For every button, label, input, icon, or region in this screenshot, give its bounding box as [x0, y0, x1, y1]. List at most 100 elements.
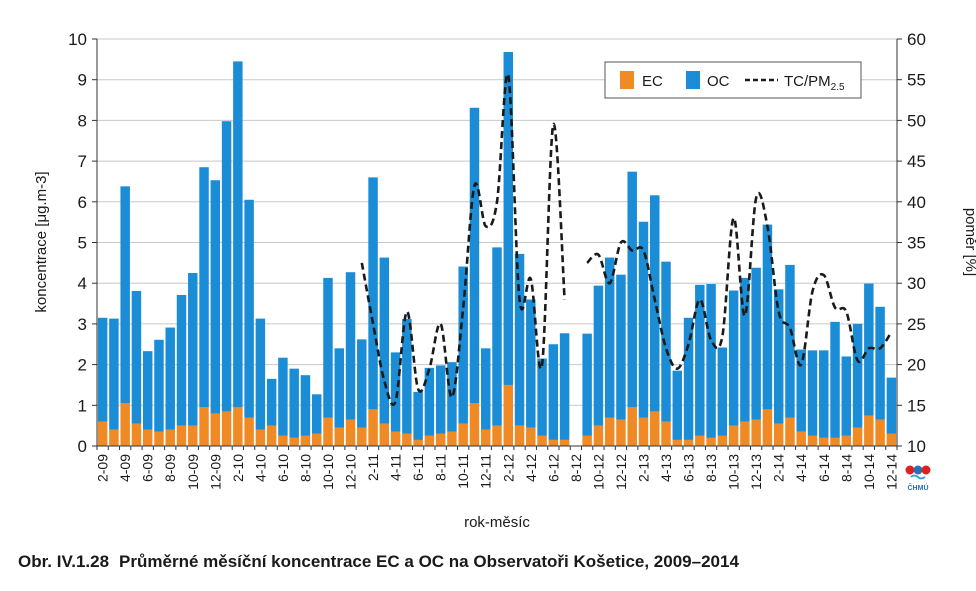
bar-ec: [886, 433, 897, 446]
x-tick-label: 10-14: [861, 454, 877, 490]
bar-ec: [593, 425, 604, 446]
bar-oc: [244, 199, 254, 418]
y-tick-label: 6: [78, 193, 87, 212]
bar-ec: [785, 417, 795, 446]
bar-ec: [751, 419, 761, 446]
bar-ec: [199, 407, 209, 446]
bar-ec: [244, 417, 254, 446]
bar-oc: [469, 107, 480, 404]
bar-ec: [627, 407, 637, 446]
bar-oc: [165, 327, 175, 430]
bar-oc: [717, 347, 728, 436]
bar-ec: [300, 435, 311, 446]
bar-oc: [311, 394, 322, 434]
bar-ec: [323, 417, 333, 446]
bar-oc: [548, 344, 559, 440]
bar-ec: [142, 429, 153, 446]
bar-oc: [886, 377, 897, 434]
legend-ratio-subscript: 2.5: [831, 82, 845, 93]
bar-ec: [176, 425, 187, 446]
bar-oc: [278, 357, 288, 436]
bar-oc: [773, 289, 784, 424]
legend-ec-label: EC: [642, 73, 663, 90]
x-tick-label: 12-09: [207, 454, 223, 490]
bar-oc: [819, 350, 829, 438]
bar-ec: [728, 425, 739, 446]
bar-oc: [120, 186, 130, 404]
ratio-line-series: [360, 72, 893, 407]
bar-oc: [503, 52, 513, 385]
bar-ec: [830, 437, 840, 446]
bar-oc: [650, 195, 660, 412]
bar-ec: [537, 435, 547, 446]
logo-dot-middle: [913, 465, 923, 475]
stacked-bars: [97, 52, 897, 446]
x-tick-label: 8-14: [838, 454, 854, 482]
x-tick-label: 4-14: [793, 454, 809, 482]
x-tick-label: 6-12: [545, 454, 561, 482]
y2-tick-label: 50: [907, 111, 926, 130]
bar-ec: [717, 435, 728, 446]
x-tick-label: 2-14: [771, 454, 787, 482]
y-tick-label: 7: [78, 152, 87, 171]
bar-oc: [526, 299, 536, 428]
ratio-line: [360, 72, 566, 407]
x-axis-ticks: 2-09 4-09 6-09 8-09 10-09 12-09 2-10 4-10 6-10 8-…: [95, 446, 899, 490]
ratio-line: [586, 191, 893, 370]
bar-ec: [683, 439, 694, 446]
y2-tick-label: 15: [907, 396, 926, 415]
bar-oc: [751, 267, 761, 420]
bar-ec: [616, 419, 626, 446]
bar-oc: [266, 378, 277, 426]
bar-oc: [514, 253, 525, 426]
x-tick-label: 4-12: [523, 454, 539, 482]
bar-ec: [233, 407, 243, 446]
x-tick-label: 2-12: [500, 454, 516, 482]
right-axis-ticks: 10 15 20 25 30 35 40 45 50 55 60: [897, 30, 926, 456]
x-tick-label: 8-09: [162, 454, 178, 482]
x-tick-label: 2-10: [230, 454, 246, 482]
y-tick-label: 1: [78, 396, 87, 415]
bar-ec: [819, 437, 829, 446]
x-tick-label: 12-13: [748, 454, 764, 490]
bar-oc: [841, 356, 852, 436]
bar-ec: [368, 409, 378, 446]
y2-tick-label: 20: [907, 356, 926, 375]
x-tick-label: 2-13: [636, 454, 652, 482]
figure-title: Průměrné měsíční koncentrace EC a OC na …: [119, 552, 739, 571]
bar-ec: [469, 403, 480, 446]
logo-dot-right: [921, 465, 931, 475]
bar-ec: [402, 433, 412, 446]
x-tick-label: 8-13: [703, 454, 719, 482]
figure-number: Obr. IV.1.28: [18, 552, 110, 571]
x-tick-label: 4-13: [658, 454, 674, 482]
bar-oc: [379, 257, 390, 424]
bar-ec: [413, 439, 423, 446]
y-axis-label: koncentrace [μg.m-3]: [33, 171, 50, 312]
bar-oc: [323, 277, 333, 418]
bar-ec: [582, 435, 592, 446]
logo-text: ČHMÚ: [908, 483, 929, 492]
bar-oc: [289, 368, 299, 438]
bar-oc: [638, 221, 649, 418]
bar-oc: [199, 167, 209, 408]
bar-ec: [864, 415, 874, 446]
chmu-logo: ČHMÚ: [905, 465, 931, 492]
bar-oc: [627, 171, 637, 408]
bar-ec: [289, 437, 299, 446]
legend-ratio-text: TC/PM: [784, 73, 831, 90]
bar-ec: [210, 413, 221, 446]
bar-ec: [650, 411, 660, 446]
x-tick-label: 10-11: [455, 454, 471, 489]
bar-oc: [706, 284, 716, 438]
bar-oc: [695, 284, 705, 436]
bar-oc: [796, 349, 806, 432]
x-tick-label: 6-10: [275, 454, 291, 482]
bar-oc: [255, 318, 266, 430]
bar-oc: [154, 339, 164, 432]
y2-tick-label: 60: [907, 30, 926, 49]
bar-ec: [278, 435, 288, 446]
bar-ec: [131, 423, 142, 446]
x-axis-label: rok-měsíc: [464, 514, 530, 531]
x-tick-label: 4-10: [252, 454, 268, 482]
